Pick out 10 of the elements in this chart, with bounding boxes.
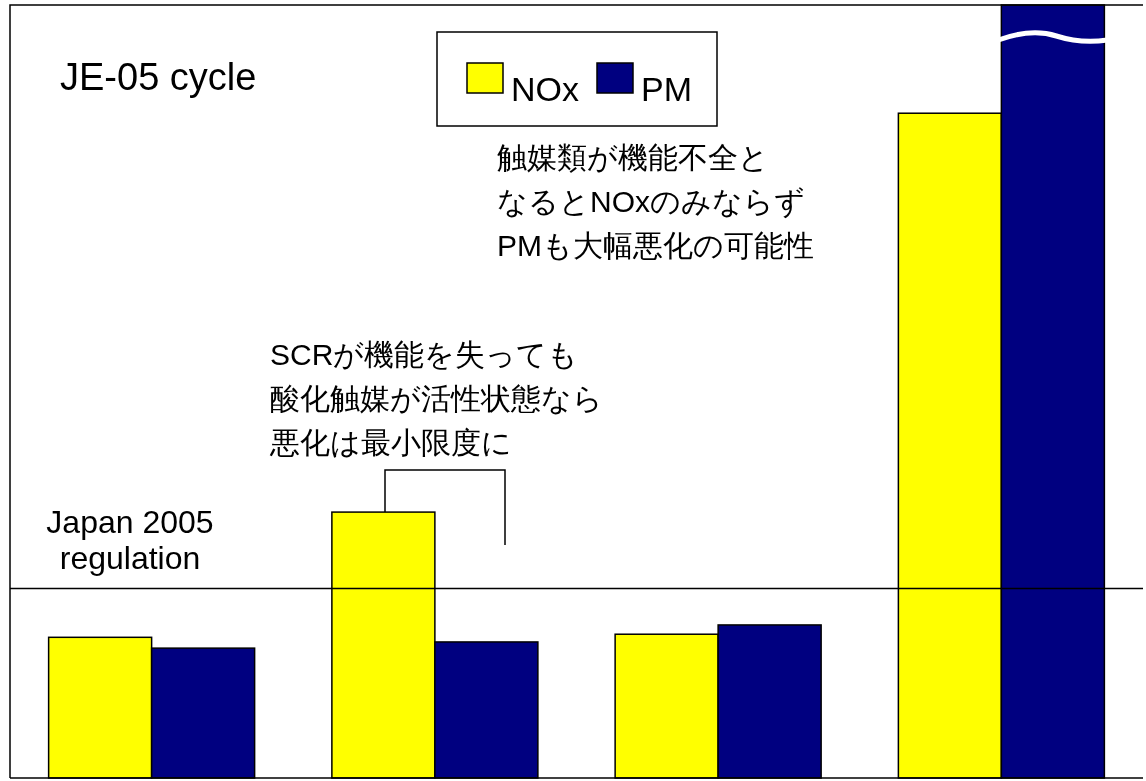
- annotation: 酸化触媒が活性状態なら: [270, 382, 603, 415]
- annotation: 触媒類が機能不全と: [497, 141, 769, 174]
- text: JE-05 cycle: [60, 56, 257, 98]
- annotation: 悪化は最小限度に: [269, 426, 512, 459]
- annotation: なるとNOxのみならず: [497, 185, 805, 219]
- annotation: PMも大幅悪化の可能性: [497, 229, 814, 262]
- annotation: SCRが機能を失っても: [270, 338, 579, 371]
- legend-label: NOx: [511, 70, 579, 108]
- ref-line-label: Japan 2005 regulation: [46, 503, 214, 576]
- legend-label: PM: [641, 70, 692, 108]
